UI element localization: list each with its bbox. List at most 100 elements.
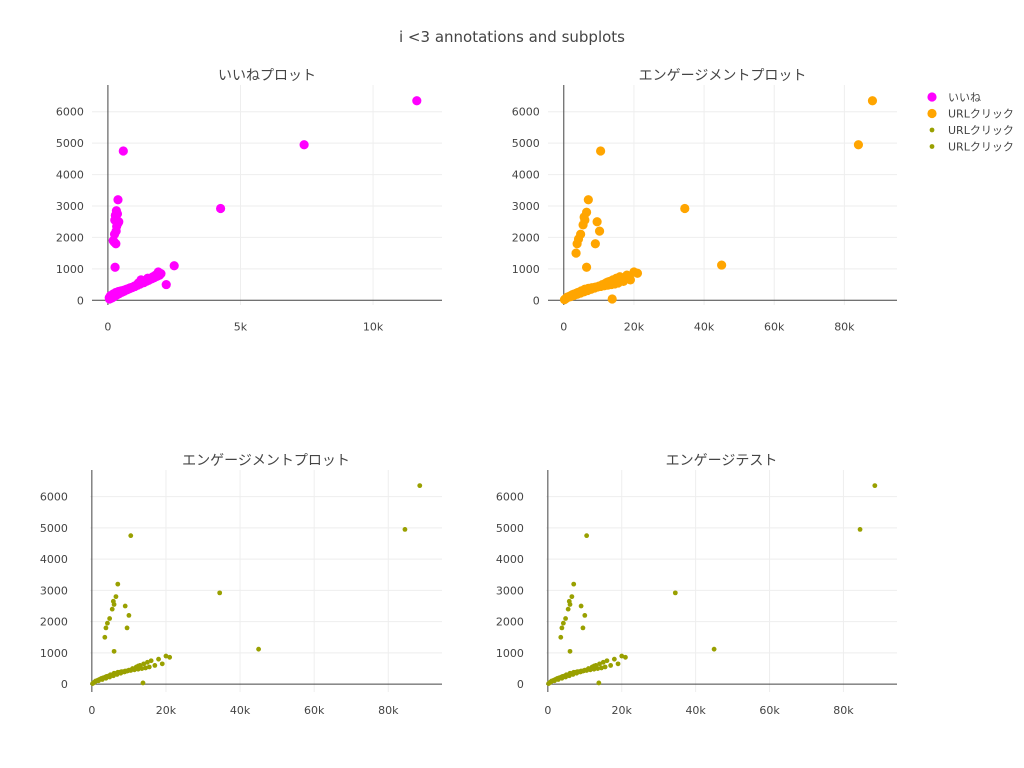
data-point[interactable] (107, 674, 113, 680)
data-point[interactable] (111, 602, 117, 607)
data-point[interactable] (140, 680, 146, 686)
data-point[interactable] (618, 276, 629, 287)
data-point[interactable] (115, 581, 121, 587)
data-point[interactable] (146, 664, 152, 670)
data-point[interactable] (148, 658, 154, 664)
data-point[interactable] (623, 654, 628, 660)
data-point[interactable] (156, 656, 161, 662)
data-point[interactable] (717, 260, 727, 270)
data-point[interactable] (558, 634, 564, 640)
data-point[interactable] (571, 248, 581, 258)
data-point[interactable] (594, 226, 605, 236)
data-point[interactable] (569, 594, 575, 600)
data-point[interactable] (596, 680, 602, 686)
data-point[interactable] (103, 675, 109, 681)
data-point[interactable] (563, 674, 568, 680)
data-point[interactable] (152, 663, 158, 668)
data-point[interactable] (853, 140, 864, 150)
data-point[interactable] (567, 648, 573, 654)
data-point[interactable] (577, 669, 583, 675)
data-point[interactable] (113, 594, 119, 600)
data-point[interactable] (584, 533, 590, 539)
data-point[interactable] (597, 661, 602, 667)
data-point[interactable] (163, 653, 169, 659)
data-point[interactable] (619, 653, 625, 659)
data-point[interactable] (105, 620, 110, 626)
data-point[interactable] (581, 262, 592, 272)
data-point[interactable] (129, 667, 135, 672)
data-point[interactable] (589, 665, 594, 671)
data-point[interactable] (92, 679, 98, 685)
data-point[interactable] (96, 678, 101, 684)
data-point[interactable] (402, 527, 408, 532)
data-point[interactable] (110, 673, 116, 679)
data-point[interactable] (412, 96, 422, 106)
data-point[interactable] (560, 620, 566, 626)
data-point[interactable] (574, 670, 580, 676)
data-point[interactable] (585, 667, 591, 672)
data-point[interactable] (572, 239, 582, 249)
data-point[interactable] (680, 203, 690, 214)
data-point[interactable] (118, 146, 128, 156)
data-point[interactable] (110, 262, 120, 272)
data-point[interactable] (256, 646, 261, 652)
data-point[interactable] (592, 664, 598, 670)
data-point[interactable] (107, 616, 113, 621)
data-point[interactable] (113, 195, 123, 205)
data-point[interactable] (102, 634, 108, 640)
data-point[interactable] (145, 659, 150, 665)
data-point[interactable] (103, 625, 109, 631)
data-point[interactable] (711, 646, 717, 652)
data-point[interactable] (604, 278, 614, 288)
data-point[interactable] (215, 203, 226, 214)
legend-item[interactable]: URLクリック (929, 124, 1014, 137)
data-point[interactable] (599, 665, 604, 671)
data-point[interactable] (111, 239, 121, 249)
data-point[interactable] (118, 670, 124, 676)
data-point[interactable] (122, 669, 127, 675)
data-point[interactable] (136, 664, 142, 670)
data-point[interactable] (167, 654, 173, 660)
data-point[interactable] (122, 603, 128, 609)
data-point[interactable] (563, 616, 568, 621)
data-point[interactable] (581, 668, 587, 674)
data-point[interactable] (565, 606, 571, 612)
data-point[interactable] (126, 612, 132, 618)
data-point[interactable] (555, 677, 561, 682)
data-point[interactable] (155, 270, 165, 280)
data-point[interactable] (548, 679, 554, 685)
data-point[interactable] (604, 658, 610, 664)
data-point[interactable] (872, 483, 878, 489)
data-point[interactable] (133, 665, 138, 671)
data-point[interactable] (592, 217, 602, 227)
data-point[interactable] (299, 140, 309, 150)
data-point[interactable] (596, 146, 606, 156)
data-point[interactable] (625, 275, 636, 285)
data-point[interactable] (109, 606, 115, 612)
data-point[interactable] (111, 648, 117, 654)
data-point[interactable] (99, 677, 105, 682)
data-point[interactable] (143, 665, 148, 671)
data-point[interactable] (567, 602, 573, 607)
data-point[interactable] (559, 625, 565, 631)
data-point[interactable] (632, 268, 643, 278)
data-point[interactable] (615, 661, 621, 667)
data-point[interactable] (602, 664, 608, 670)
legend-item[interactable]: URLクリック (927, 108, 1014, 121)
data-point[interactable] (580, 625, 586, 631)
data-point[interactable] (857, 527, 863, 532)
data-point[interactable] (582, 612, 588, 618)
data-point[interactable] (417, 483, 423, 489)
data-point[interactable] (607, 294, 617, 304)
data-point[interactable] (552, 678, 557, 684)
data-point[interactable] (867, 96, 878, 106)
data-point[interactable] (124, 625, 130, 631)
data-point[interactable] (608, 663, 614, 668)
data-point[interactable] (578, 220, 588, 230)
data-point[interactable] (570, 672, 576, 677)
data-point[interactable] (217, 590, 223, 596)
data-point[interactable] (571, 581, 577, 587)
data-point[interactable] (141, 661, 147, 667)
legend-item[interactable]: いいね (927, 91, 981, 104)
data-point[interactable] (583, 195, 593, 205)
